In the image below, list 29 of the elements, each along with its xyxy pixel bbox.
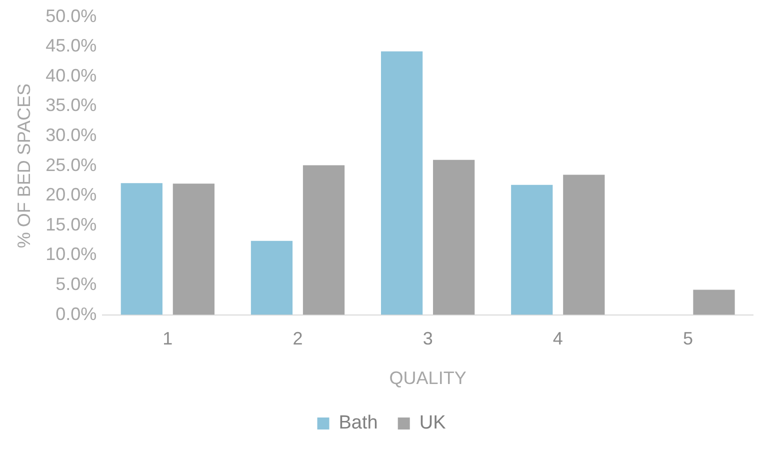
x-tick-label: 1 (162, 328, 173, 349)
y-tick-label: 5.0% (56, 274, 97, 294)
bar (433, 160, 475, 315)
y-tick-label: 45.0% (46, 36, 97, 56)
x-tick-label: 2 (292, 328, 303, 349)
y-tick-label: 0.0% (56, 304, 97, 324)
x-axis-title: QUALITY (389, 368, 466, 388)
y-tick-label: 50.0% (46, 6, 97, 26)
x-tick-label: 5 (682, 328, 693, 349)
legend-label: Bath (338, 412, 378, 434)
bar (172, 184, 214, 315)
bar (250, 240, 293, 315)
y-axis-title: % OF BED SPACES (14, 83, 34, 248)
y-tick-label: 15.0% (46, 214, 97, 234)
y-tick-label: 10.0% (46, 244, 97, 264)
y-tick-label: 25.0% (46, 154, 97, 175)
y-tick-label: 35.0% (46, 95, 97, 116)
legend-label: UK (419, 412, 446, 434)
bar (563, 174, 605, 315)
bar (511, 184, 553, 315)
x-tick-label: 4 (552, 328, 563, 349)
x-tick-label: 3 (422, 328, 433, 349)
bar (380, 51, 423, 315)
y-tick-label: 30.0% (46, 124, 97, 145)
y-tick-label: 20.0% (46, 184, 97, 205)
bar (693, 290, 735, 315)
bar (302, 165, 345, 315)
bar (120, 183, 162, 315)
y-tick-label: 40.0% (46, 65, 97, 86)
